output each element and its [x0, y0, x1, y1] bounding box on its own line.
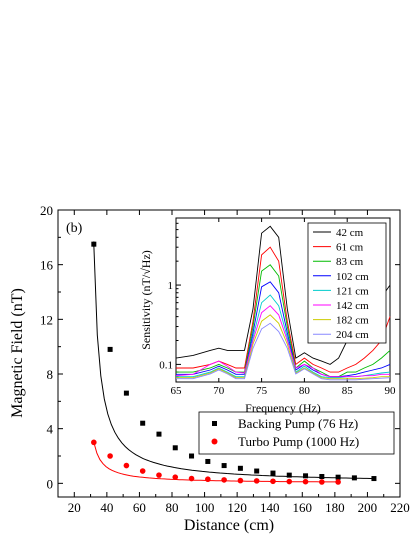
main-y-tick-label: 12 — [40, 312, 53, 327]
main-y-axis-label: Magnetic Field (nT) — [9, 288, 26, 418]
legend-label-backing: Backing Pump (76 Hz) — [238, 416, 358, 431]
main-point-backing — [351, 475, 357, 481]
inset-legend-label: 102 cm — [336, 271, 369, 283]
inset-series-line-1 — [176, 246, 391, 373]
main-legend-box — [198, 411, 395, 455]
inset-legend-label: 61 cm — [336, 242, 364, 254]
main-plot-frame — [57, 209, 401, 498]
main-point-backing — [140, 420, 146, 426]
main-y-tick-label: 0 — [47, 476, 54, 491]
legend-label-turbo: Turbo Pump (1000 Hz) — [238, 434, 359, 449]
main-y-tick-label: 16 — [40, 258, 54, 273]
main-point-backing — [221, 463, 227, 469]
inset-series-line-2 — [176, 264, 391, 378]
main-x-tick-label: 40 — [100, 500, 113, 515]
main-point-backing — [91, 241, 97, 247]
inset-y-tick-label: 0.1 — [159, 359, 173, 371]
inset-x-tick-label: 65 — [171, 385, 183, 397]
inset-axes-ticks: 65 70 75 80 85 90 0.1 1 — [159, 218, 396, 397]
main-y-tick-label: 8 — [47, 367, 54, 382]
main-x-tick-label: 140 — [260, 500, 280, 515]
main-y-tick-label: 20 — [40, 203, 53, 218]
main-x-axis-label: Distance (cm) — [184, 517, 274, 534]
main-x-tick-label: 20 — [68, 500, 81, 515]
inset-legend-label: 42 cm — [336, 227, 364, 239]
main-point-backing — [205, 458, 211, 464]
main-point-backing — [123, 390, 129, 396]
main-point-backing — [371, 476, 377, 482]
legend-marker-backing — [212, 421, 217, 426]
inset-y-axis-label: Sensitivity (nT/√Hz) — [139, 250, 153, 350]
inset-series-line-7 — [176, 322, 391, 381]
main-fit-lines — [93, 244, 374, 483]
inset-legend-label: 142 cm — [336, 300, 369, 312]
main-point-turbo — [286, 478, 293, 485]
main-point-turbo — [107, 453, 113, 459]
inset-series-line-6 — [176, 314, 390, 380]
main-point-turbo — [237, 477, 244, 484]
inset-x-axis-label: Frequency (Hz) — [245, 401, 321, 415]
main-x-tick-label: 160 — [293, 500, 313, 515]
main-point-turbo — [139, 468, 146, 474]
inset-legend-label: 121 cm — [336, 285, 369, 297]
main-point-turbo — [270, 478, 276, 485]
main-point-backing — [270, 470, 276, 476]
main-point-turbo — [91, 439, 97, 446]
main-fit-line-0 — [93, 244, 374, 480]
inset-x-tick-label: 75 — [256, 385, 268, 397]
main-x-tick-label: 80 — [166, 500, 179, 515]
main-point-backing — [189, 453, 195, 459]
inset-legend: 42 cm 61 cm 83 cm 102 cm 121 cm 142 cm 182 cm 2… — [307, 222, 387, 344]
main-fit-line-1 — [93, 442, 339, 483]
main-point-turbo — [319, 479, 325, 485]
panel-label: (b) — [66, 221, 83, 236]
inset-y-tick-label: 1 — [168, 280, 174, 292]
legend-marker-turbo — [211, 438, 218, 445]
main-data-marks — [91, 241, 377, 485]
main-x-tick-label: 100 — [195, 500, 215, 515]
inset-legend-box — [307, 222, 387, 344]
main-point-backing — [286, 472, 292, 478]
main-point-turbo — [123, 462, 130, 469]
inset-series-lines — [175, 225, 391, 381]
main-legend: Backing Pump (76 Hz) Turbo Pump (1000 Hz… — [198, 411, 395, 455]
main-point-turbo — [172, 474, 179, 480]
main-x-tick-label: 120 — [227, 500, 247, 515]
main-point-backing — [107, 346, 113, 352]
inset-legend-label: 204 cm — [336, 329, 369, 341]
main-point-backing — [335, 474, 341, 480]
inset-legend-label: 83 cm — [336, 256, 364, 268]
inset-x-tick-label: 90 — [385, 385, 397, 397]
main-point-turbo — [221, 477, 227, 483]
main-point-turbo — [156, 472, 162, 478]
main-point-backing — [319, 474, 325, 479]
main-point-turbo — [253, 478, 260, 484]
main-point-backing — [303, 473, 309, 479]
main-x-tick-label: 200 — [358, 500, 378, 515]
inset-x-tick-label: 70 — [213, 385, 225, 397]
main-x-tick-label: 220 — [390, 500, 410, 515]
main-point-backing — [172, 445, 178, 451]
inset-x-tick-label: 85 — [342, 385, 354, 397]
main-point-backing — [254, 468, 260, 474]
main-x-tick-label: 60 — [133, 500, 146, 515]
inset-x-tick-label: 80 — [299, 385, 311, 397]
main-x-tick-label: 180 — [325, 500, 345, 515]
inset-series-line-5 — [175, 305, 390, 378]
main-y-tick-label: 4 — [47, 422, 54, 437]
inset-series-line-3 — [176, 281, 391, 378]
main-point-turbo — [205, 476, 211, 483]
main-point-turbo — [335, 479, 341, 485]
main-point-backing — [156, 431, 162, 437]
main-point-turbo — [188, 475, 195, 482]
main-point-turbo — [302, 478, 309, 485]
main-point-backing — [237, 465, 243, 471]
inset-legend-label: 182 cm — [336, 315, 369, 327]
